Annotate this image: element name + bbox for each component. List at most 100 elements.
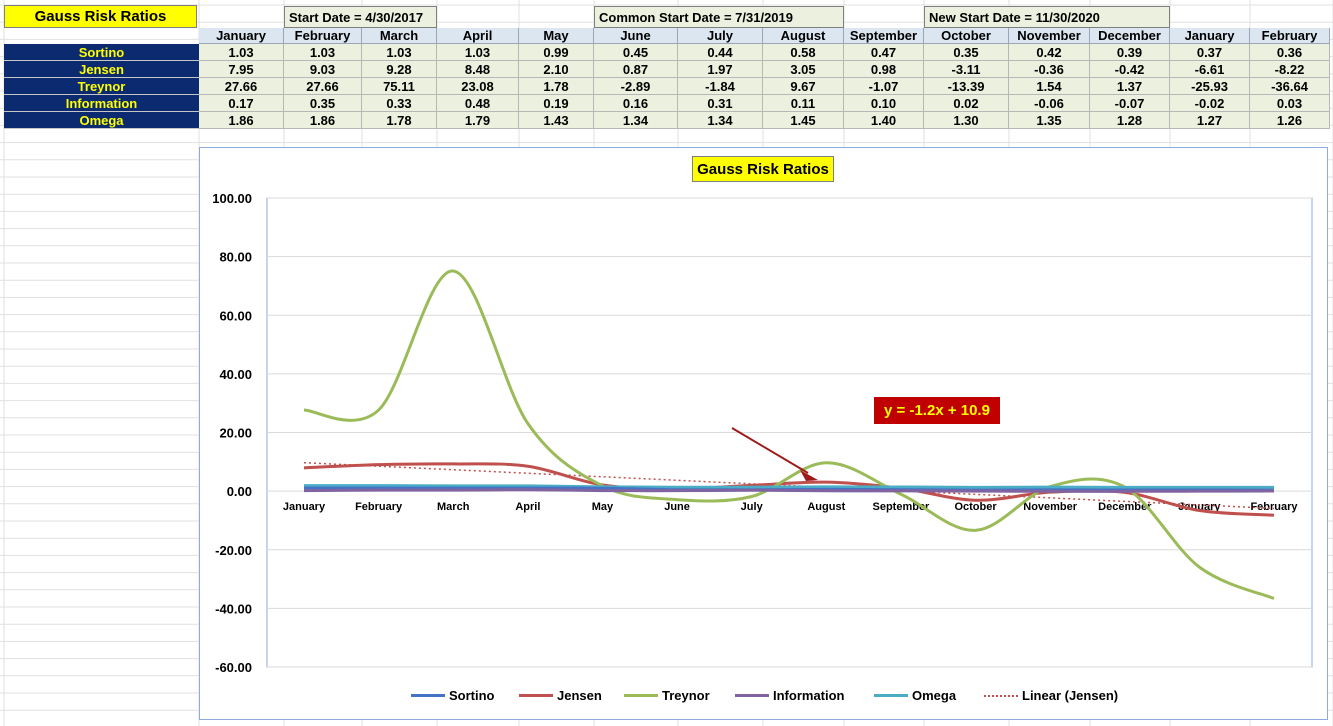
table-cell: 0.48 [437,95,519,112]
table-cell: -0.06 [1009,95,1090,112]
row-label-treynor: Treynor [4,78,199,95]
table-cell: 1.37 [1090,78,1170,95]
trendline-equation: y = -1.2x + 10.9 [874,397,1000,424]
series-line-information [303,488,1275,493]
table-cell: 1.45 [763,112,844,129]
table-cell: -0.42 [1090,61,1170,78]
table-cell: 0.31 [678,95,763,112]
x-tick-label: November [1023,501,1078,513]
legend-swatch [735,694,769,697]
table-cell: 1.43 [519,112,594,129]
month-header: July [678,28,763,44]
chart-area [199,147,1328,720]
row-label-omega: Omega [4,112,199,129]
common-start-date-label: Common Start Date = 7/31/2019 [594,6,844,28]
table-cell: 1.86 [199,112,284,129]
legend-item-treynor: Treynor [624,688,710,703]
table-cell: 1.03 [284,44,362,61]
sheet-title: Gauss Risk Ratios [4,5,197,28]
table-cell: 7.95 [199,61,284,78]
table-cell: 0.42 [1009,44,1090,61]
start-date-label: Start Date = 4/30/2017 [284,6,437,28]
month-header: March [362,28,437,44]
table-cell: 27.66 [199,78,284,95]
table-cell: 1.03 [437,44,519,61]
table-cell: 9.03 [284,61,362,78]
table-cell: 1.30 [924,112,1009,129]
table-cell: -1.84 [678,78,763,95]
table-cell: 0.98 [844,61,924,78]
legend-item-omega: Omega [874,688,956,703]
annotation-arrow [731,427,809,474]
table-cell: 1.97 [678,61,763,78]
table-cell: 0.37 [1170,44,1250,61]
table-cell: 0.99 [519,44,594,61]
x-tick-label: July [741,501,764,513]
table-cell: 0.17 [199,95,284,112]
table-cell: 1.79 [437,112,519,129]
table-cell: -36.64 [1250,78,1330,95]
table-cell: 0.11 [763,95,844,112]
row-label-sortino: Sortino [4,44,199,61]
table-cell: 1.34 [678,112,763,129]
table-cell: 1.54 [1009,78,1090,95]
month-header: September [844,28,924,44]
table-cell: 0.87 [594,61,678,78]
table-cell: 1.78 [362,112,437,129]
table-cell: 0.45 [594,44,678,61]
table-cell: 0.33 [362,95,437,112]
y-tick-label: -40.00 [215,601,252,616]
table-cell: 75.11 [362,78,437,95]
month-header: October [924,28,1009,44]
table-cell: -0.07 [1090,95,1170,112]
table-cell: -0.02 [1170,95,1250,112]
table-cell: 0.39 [1090,44,1170,61]
table-cell: 1.34 [594,112,678,129]
y-tick-label: 20.00 [219,426,252,441]
table-cell: 0.19 [519,95,594,112]
x-tick-label: May [592,501,614,513]
legend-swatch [519,694,553,697]
legend-swatch [624,694,658,697]
table-cell: -1.07 [844,78,924,95]
row-label-information: Information [4,95,199,112]
table-cell: 2.10 [519,61,594,78]
y-tick-label: -60.00 [215,660,252,675]
month-header: November [1009,28,1090,44]
table-cell: 1.03 [199,44,284,61]
legend-item-information: Information [735,688,845,703]
table-cell: 1.26 [1250,112,1330,129]
table-cell: -8.22 [1250,61,1330,78]
legend-swatch [411,694,445,697]
table-cell: 1.86 [284,112,362,129]
month-header: June [594,28,678,44]
series-line-treynor [303,269,1275,600]
table-cell: 8.48 [437,61,519,78]
table-cell: 0.02 [924,95,1009,112]
legend-label: Omega [912,688,957,703]
month-header: April [437,28,519,44]
x-tick-label: March [437,501,470,513]
table-cell: 0.16 [594,95,678,112]
table-cell: -0.36 [1009,61,1090,78]
table-cell: -3.11 [924,61,1009,78]
y-tick-label: 60.00 [219,308,252,323]
legend-label: Sortino [449,688,495,703]
table-cell: 0.47 [844,44,924,61]
x-tick-label: February [355,501,403,513]
x-tick-label: February [1250,501,1298,513]
table-cell: 1.35 [1009,112,1090,129]
table-cell: 1.40 [844,112,924,129]
y-tick-label: -20.00 [215,543,252,558]
table-cell: -6.61 [1170,61,1250,78]
table-cell: 1.03 [362,44,437,61]
table-cell: -2.89 [594,78,678,95]
legend-label: Information [773,688,845,703]
table-cell: -25.93 [1170,78,1250,95]
table-cell: 1.78 [519,78,594,95]
new-start-date-label: New Start Date = 11/30/2020 [924,6,1170,28]
row-label-jensen: Jensen [4,61,199,78]
x-tick-label: January [283,501,326,513]
legend-item-linear-jensen: Linear (Jensen) [984,688,1118,703]
annotation-arrowhead [800,470,818,481]
